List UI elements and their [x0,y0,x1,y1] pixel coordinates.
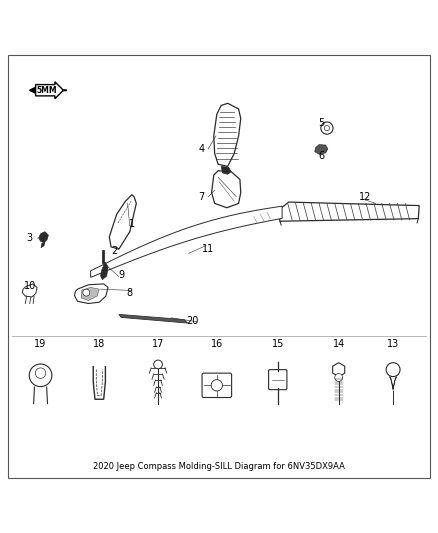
Circle shape [29,364,52,386]
Polygon shape [221,166,231,174]
Polygon shape [279,202,419,221]
Circle shape [335,374,343,382]
Polygon shape [214,103,241,166]
Text: 12: 12 [359,192,371,202]
Circle shape [324,125,329,131]
Polygon shape [390,377,396,391]
Text: 17: 17 [152,339,164,349]
Polygon shape [315,144,328,154]
Text: 19: 19 [35,339,47,349]
Text: 7: 7 [198,192,205,202]
Polygon shape [22,284,37,297]
Text: 15: 15 [272,339,284,349]
FancyBboxPatch shape [268,370,287,390]
Text: 4: 4 [198,144,205,154]
Polygon shape [91,206,282,277]
Polygon shape [101,262,108,279]
FancyBboxPatch shape [202,373,232,398]
Polygon shape [110,195,136,249]
Text: 16: 16 [211,339,223,349]
Text: 9: 9 [118,270,124,280]
Circle shape [154,360,162,369]
Circle shape [83,289,90,296]
Polygon shape [41,241,45,248]
Polygon shape [39,232,48,243]
Circle shape [211,379,223,391]
Text: 1: 1 [129,219,135,229]
Text: 20: 20 [187,316,199,326]
Polygon shape [212,171,241,208]
Text: 2020 Jeep Compass Molding-SILL Diagram for 6NV35DX9AA: 2020 Jeep Compass Molding-SILL Diagram f… [93,462,345,471]
Text: 13: 13 [387,339,399,349]
Polygon shape [332,362,345,377]
Circle shape [386,362,400,377]
Circle shape [321,122,333,134]
Text: 5: 5 [318,118,325,128]
Polygon shape [74,284,108,303]
Circle shape [35,368,46,378]
Text: 8: 8 [127,288,133,297]
Text: 18: 18 [93,339,106,349]
Text: 2: 2 [111,246,118,256]
Text: 3: 3 [27,233,33,243]
Text: 5MM: 5MM [37,86,57,95]
Text: 14: 14 [332,339,345,349]
Text: 10: 10 [24,281,36,291]
Text: 6: 6 [318,150,325,160]
Text: 11: 11 [202,244,214,254]
Polygon shape [81,287,99,301]
Polygon shape [119,314,187,323]
